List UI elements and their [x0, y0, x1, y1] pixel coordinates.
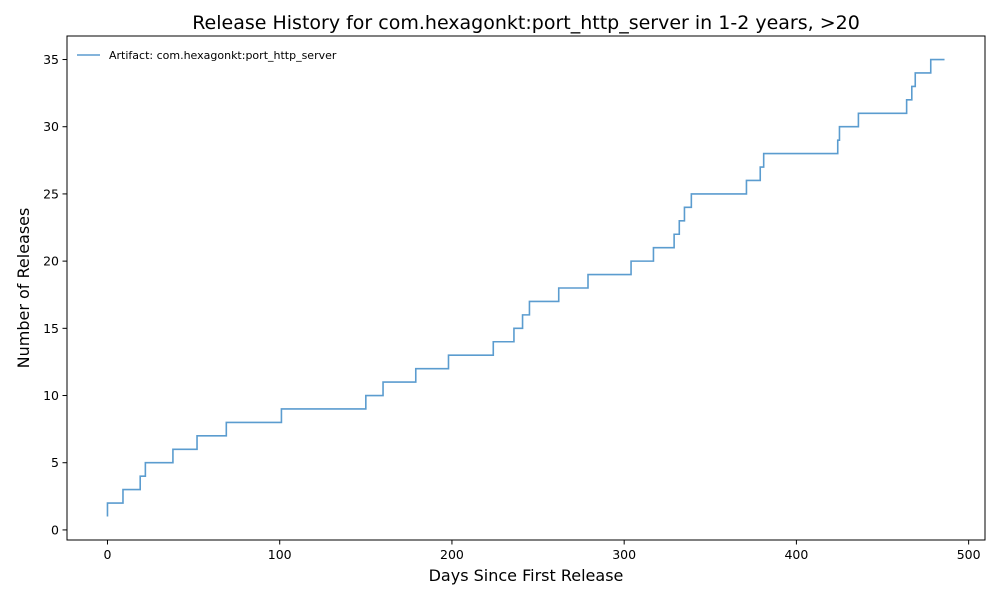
- y-tick-label: 30: [43, 119, 59, 134]
- y-tick-label: 0: [51, 522, 59, 537]
- x-tick-label: 0: [103, 547, 111, 562]
- x-tick-label: 200: [440, 547, 464, 562]
- legend-label: Artifact: com.hexagonkt:port_http_server: [109, 49, 337, 62]
- y-tick-label: 15: [43, 321, 59, 336]
- y-tick-label: 25: [43, 186, 59, 201]
- chart-title: Release History for com.hexagonkt:port_h…: [192, 12, 860, 34]
- x-tick-label: 400: [784, 547, 808, 562]
- plot-area: [66, 35, 986, 541]
- y-tick-label: 10: [43, 388, 59, 403]
- series-line: [106, 58, 945, 517]
- y-tick-label: 20: [43, 254, 59, 269]
- y-tick-label: 5: [51, 455, 59, 470]
- legend: Artifact: com.hexagonkt:port_http_server: [77, 49, 337, 62]
- axis-ticks: 0 100 200 300 400 500 0 5 10 15 20 25 30 35: [43, 52, 981, 562]
- y-axis-label: Number of Releases: [14, 208, 33, 369]
- x-tick-label: 300: [612, 547, 636, 562]
- x-tick-label: 500: [957, 547, 981, 562]
- x-axis-label: Days Since First Release: [429, 566, 624, 585]
- series-layer: [106, 58, 945, 517]
- x-tick-label: 100: [268, 547, 292, 562]
- plot-frame: [66, 35, 986, 541]
- y-tick-label: 35: [43, 52, 59, 67]
